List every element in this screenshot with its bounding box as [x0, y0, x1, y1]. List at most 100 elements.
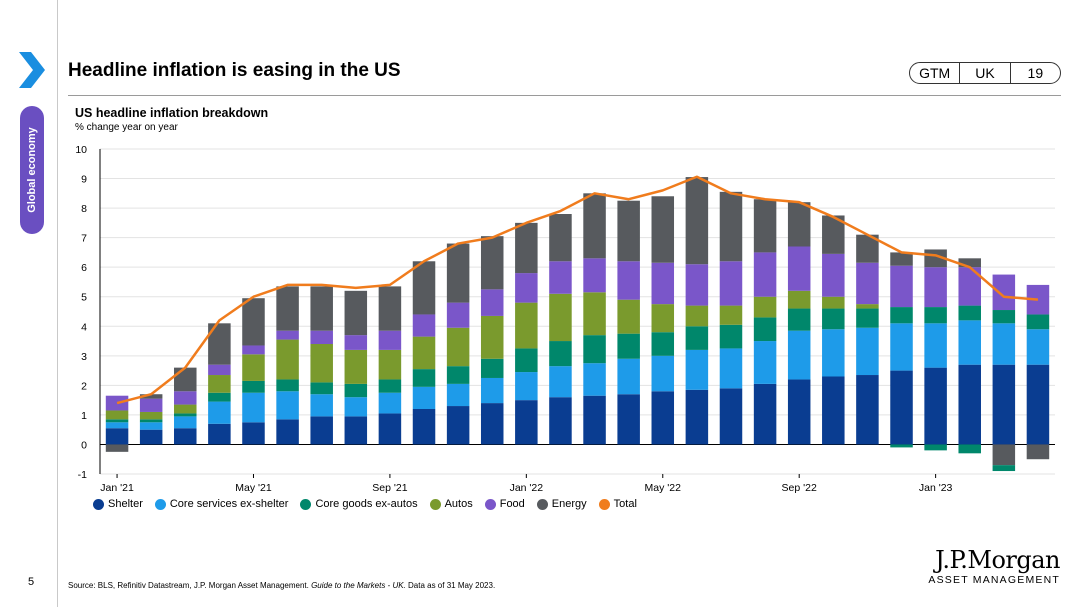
bar-core-goods-ex-autos: [719, 324, 743, 349]
bar-food: [719, 261, 743, 306]
bar-autos: [208, 375, 231, 393]
bar-energy: [651, 196, 675, 263]
bar-autos: [480, 315, 504, 359]
bar-core-services-ex-shelter: [890, 323, 913, 371]
legend-label: Shelter: [108, 498, 143, 510]
bar-shelter: [890, 370, 913, 445]
y-tick-label: 8: [81, 203, 87, 215]
chevron-right-icon: [19, 52, 45, 88]
legend-label: Core goods ex-autos: [315, 498, 418, 510]
bar-shelter: [515, 400, 538, 445]
bar-energy: [753, 199, 777, 253]
bar-core-services-ex-shelter: [822, 329, 845, 377]
bar-core-services-ex-shelter: [174, 416, 197, 429]
badge-page: 19: [1009, 63, 1060, 83]
legend-label: Total: [613, 498, 637, 510]
y-tick-label: 6: [81, 262, 87, 274]
bar-energy: [549, 214, 572, 262]
bar-core-services-ex-shelter: [378, 392, 402, 414]
logo-name: J.P.Morgan: [935, 546, 1060, 574]
x-tick-label: Jan '21: [100, 482, 134, 494]
bar-core-goods-ex-autos: [174, 413, 197, 417]
page-number: 5: [28, 576, 35, 588]
legend-item: Autos: [429, 498, 473, 510]
y-tick-label: 4: [81, 321, 87, 333]
bar-shelter: [139, 429, 163, 445]
legend-swatch: [429, 498, 441, 510]
bar-autos: [310, 344, 333, 383]
bar-core-services-ex-shelter: [992, 323, 1016, 365]
bar-core-goods-ex-autos: [1026, 314, 1050, 330]
bar-core-services-ex-shelter: [480, 377, 504, 404]
page-title: Headline inflation is easing in the US: [68, 60, 401, 81]
bar-shelter: [617, 394, 640, 445]
logo-subtitle: ASSET MANAGEMENT: [928, 574, 1060, 586]
bar-core-services-ex-shelter: [412, 386, 436, 409]
y-tick-label: 1: [81, 410, 87, 422]
bar-core-goods-ex-autos: [787, 308, 811, 331]
page-badge: GTM UK 19: [909, 62, 1061, 84]
bar-food: [344, 335, 368, 350]
bar-shelter: [651, 391, 675, 445]
bar-autos: [446, 327, 470, 367]
bar-energy: [378, 286, 402, 331]
bar-core-services-ex-shelter: [924, 323, 947, 368]
bar-shelter: [276, 419, 299, 445]
bar-autos: [753, 296, 777, 318]
bar-core-goods-ex-autos: [992, 310, 1016, 324]
badge-gtm: GTM: [919, 65, 951, 81]
bar-core-goods-ex-autos: [958, 305, 981, 321]
bar-core-services-ex-shelter: [583, 363, 606, 396]
bar-food: [515, 273, 538, 303]
bar-shelter: [958, 364, 981, 445]
legend-label: Energy: [551, 498, 587, 510]
bar-autos: [583, 292, 606, 336]
source-suffix: Data as of 31 May 2023.: [405, 581, 496, 590]
legend-label: Food: [499, 498, 525, 510]
bar-food: [822, 253, 845, 297]
legend-item: Food: [484, 498, 525, 510]
legend-label: Autos: [444, 498, 473, 510]
section-tab[interactable]: Global economy: [20, 106, 44, 234]
jpmorgan-logo: J.P.Morgan ASSET MANAGEMENT: [928, 546, 1060, 586]
bar-core-services-ex-shelter: [856, 327, 879, 376]
bar-autos: [139, 411, 163, 420]
bar-shelter: [583, 395, 606, 445]
bar-shelter: [856, 375, 879, 445]
bar-energy: [105, 444, 129, 452]
bar-autos: [617, 299, 640, 334]
y-tick-label: 7: [81, 233, 87, 245]
bar-energy: [515, 222, 538, 274]
bar-energy: [310, 286, 333, 331]
total-line: [116, 175, 1039, 405]
bar-food: [651, 262, 675, 305]
legend-swatch: [300, 498, 312, 510]
bar-core-goods-ex-autos: [685, 326, 709, 350]
bar-core-goods-ex-autos: [924, 307, 947, 324]
bar-core-services-ex-shelter: [344, 397, 368, 417]
y-tick-label: 0: [81, 439, 87, 451]
bar-autos: [549, 293, 572, 342]
bar-core-goods-ex-autos: [378, 379, 402, 393]
chart-title: US headline inflation breakdown: [75, 106, 269, 120]
bar-shelter: [719, 388, 743, 445]
bar-shelter: [787, 379, 811, 445]
bar-food: [378, 330, 402, 350]
bar-energy: [446, 243, 470, 303]
bar-autos: [787, 290, 811, 309]
bar-core-services-ex-shelter: [446, 383, 470, 407]
bar-shelter: [344, 416, 368, 445]
bar-autos: [378, 349, 402, 380]
bar-food: [412, 314, 436, 337]
bar-energy: [242, 298, 265, 346]
title-divider: [68, 95, 1061, 96]
bar-food: [105, 395, 129, 411]
bar-core-goods-ex-autos: [139, 419, 163, 423]
bar-shelter: [208, 423, 231, 445]
bar-autos: [276, 339, 299, 380]
bar-food: [617, 261, 640, 300]
bar-food: [310, 330, 333, 344]
x-tick-label: Jan '23: [919, 482, 953, 494]
badge-region: UK: [959, 63, 1009, 83]
bar-energy: [583, 193, 606, 259]
